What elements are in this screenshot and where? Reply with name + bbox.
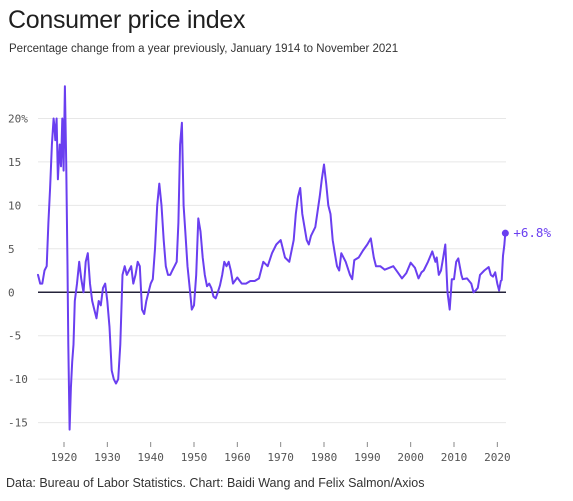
- x-tick-label: 1980: [311, 451, 338, 464]
- x-tick-label: 1950: [181, 451, 208, 464]
- chart-title: Consumer price index: [8, 6, 246, 34]
- x-tick-label: 1940: [137, 451, 164, 464]
- x-axis-ticks: 1920 1930 1940 1950 1960 1970 1980 1990 2000 2010…: [51, 442, 511, 464]
- y-tick-label: -15: [8, 417, 28, 430]
- x-tick-label: 2010: [441, 451, 468, 464]
- y-tick-label: -10: [8, 373, 28, 386]
- y-tick-label: -5: [8, 330, 21, 343]
- y-tick-label: 0: [8, 286, 15, 299]
- latest-value-marker: [501, 229, 509, 237]
- source-note: Data: Bureau of Labor Statistics. Chart:…: [6, 476, 425, 490]
- x-tick-label: 2000: [397, 451, 424, 464]
- x-tick-label: 1970: [267, 451, 294, 464]
- y-tick-label: 15: [8, 156, 21, 169]
- x-tick-label: 1920: [51, 451, 78, 464]
- y-tick-label: 20%: [8, 112, 28, 125]
- x-tick-label: 1960: [224, 451, 251, 464]
- x-tick-label: 1930: [94, 451, 121, 464]
- y-tick-label: 5: [8, 243, 15, 256]
- y-axis-ticks: 20% 15 10 5 0 -5 -10 -15: [8, 112, 28, 429]
- cpi-series-line: [37, 85, 507, 431]
- latest-value-label: +6.8%: [513, 225, 551, 240]
- x-tick-label: 2020: [484, 451, 511, 464]
- grid-lines: [38, 117, 506, 424]
- x-tick-label: 1990: [354, 451, 381, 464]
- chart-subtitle: Percentage change from a year previously…: [9, 43, 399, 55]
- y-tick-label: 10: [8, 199, 21, 212]
